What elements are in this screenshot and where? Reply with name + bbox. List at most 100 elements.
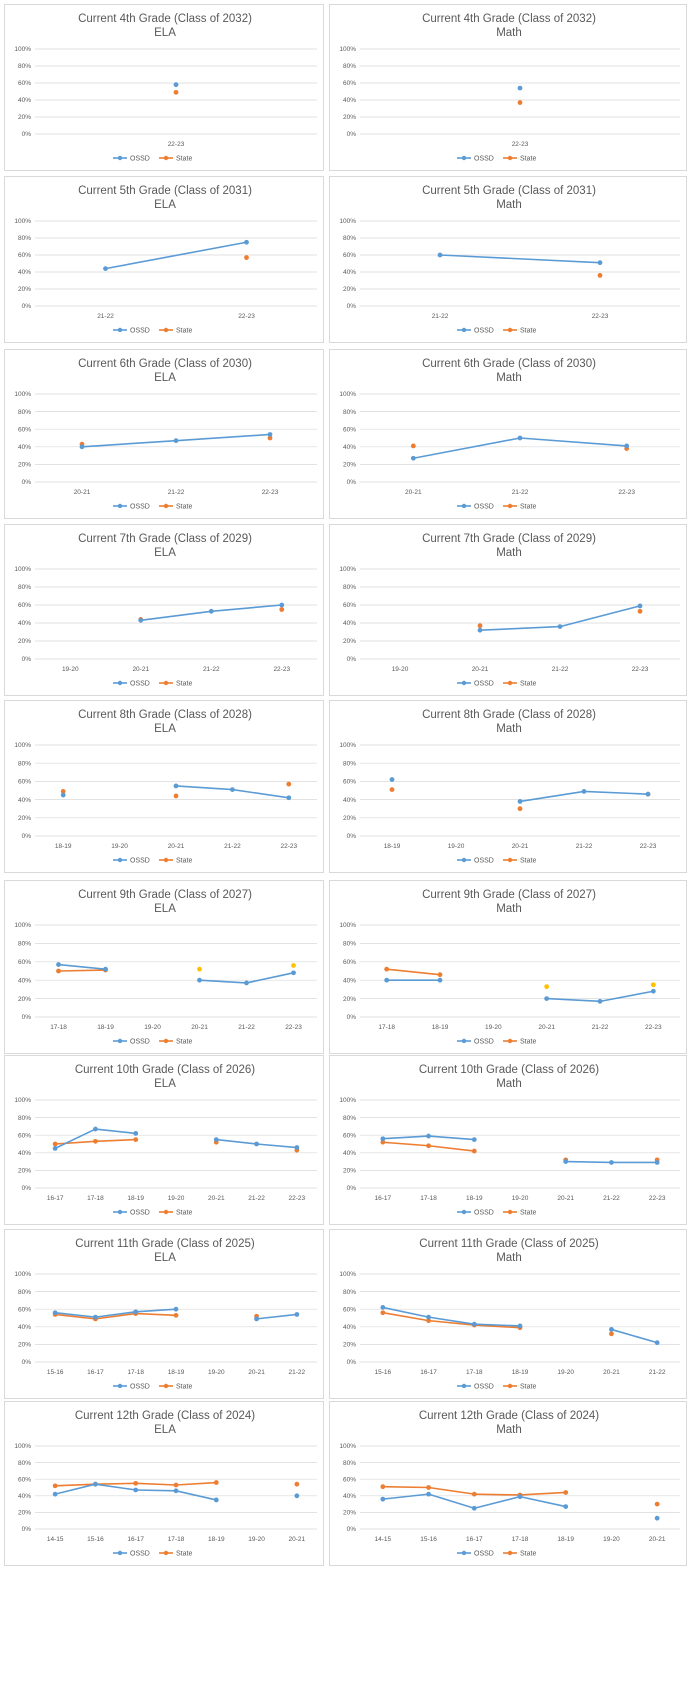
- x-tick-label: 18-19: [432, 1024, 449, 1031]
- chart-subtitle: Math: [496, 27, 522, 39]
- x-tick-label: 20-21: [132, 666, 149, 673]
- ossd-line-segment: [519, 437, 627, 447]
- ossd-point: [380, 1136, 386, 1142]
- ossd-point: [254, 1141, 259, 1147]
- chart-title: Current 9th Grade (Class of 2027): [78, 889, 252, 901]
- legend-ossd-marker: [117, 1550, 123, 1556]
- legend-ossd-marker: [117, 680, 123, 686]
- chart-title: Current 5th Grade (Class of 2031): [422, 185, 596, 197]
- ossd-point: [624, 443, 630, 449]
- state-line-segment: [95, 1482, 136, 1485]
- y-tick-label: 0%: [347, 303, 357, 310]
- chart-panel-4: Current 5th Grade (Class of 2031) Math 0% 2…: [329, 176, 687, 343]
- ossd-line-segment: [135, 1308, 177, 1313]
- chart-subtitle: ELA: [154, 1078, 176, 1090]
- ossd-line-segment: [175, 785, 233, 791]
- x-tick-label: 20-21: [649, 1536, 666, 1543]
- state-point: [294, 1481, 300, 1487]
- legend-state-marker: [507, 680, 513, 686]
- ossd-point: [52, 1310, 58, 1316]
- ossd-line-segment: [519, 1495, 566, 1508]
- y-tick-label: 20%: [343, 815, 356, 822]
- x-tick-label: 22-23: [512, 141, 529, 148]
- y-tick-label: 40%: [343, 97, 356, 104]
- y-tick-label: 40%: [343, 1150, 356, 1157]
- x-tick-label: 20-21: [472, 666, 489, 673]
- state-point: [133, 1480, 139, 1486]
- legend-state-label: State: [520, 155, 536, 162]
- ossd-point: [213, 1137, 219, 1142]
- chart-title: Current 10th Grade (Class of 2026): [75, 1064, 255, 1076]
- legend: OSSD State: [457, 1038, 536, 1045]
- state-point: [384, 966, 390, 972]
- chart-title: Current 10th Grade (Class of 2026): [419, 1064, 599, 1076]
- legend-ossd-marker: [461, 680, 467, 686]
- ossd-line-segment: [599, 990, 654, 1003]
- legend-ossd-label: OSSD: [130, 1209, 150, 1216]
- y-tick-label: 80%: [343, 409, 356, 416]
- ossd-line-segment: [519, 790, 585, 803]
- x-tick-label: 22-23: [592, 313, 609, 320]
- y-tick-label: 80%: [18, 1460, 31, 1467]
- ossd-line-segment: [54, 1128, 96, 1150]
- state-point: [517, 806, 523, 812]
- y-tick-label: 80%: [343, 63, 356, 70]
- legend-state-label: State: [176, 327, 192, 334]
- ossd-point: [93, 1314, 98, 1320]
- chart-svg: Current 5th Grade (Class of 2031) Math 0% 2…: [339, 185, 680, 334]
- x-tick-label: 19-20: [248, 1536, 265, 1543]
- legend-state-marker: [507, 503, 513, 509]
- chart-svg: Current 4th Grade (Class of 2032) Math 0% 2…: [339, 13, 680, 162]
- x-tick-label: 18-19: [512, 1369, 529, 1376]
- legend-state-marker: [163, 1038, 169, 1044]
- chart-subtitle: ELA: [154, 1424, 176, 1436]
- ossd-point: [517, 799, 523, 804]
- legend: OSSD State: [457, 327, 536, 334]
- y-tick-label: 20%: [18, 1168, 31, 1175]
- state-line-segment: [55, 1483, 96, 1487]
- ossd-line-segment: [95, 1483, 136, 1491]
- ossd-line-segment: [611, 1328, 658, 1344]
- chart-title: Current 12th Grade (Class of 2024): [419, 1410, 599, 1422]
- x-tick-label: 16-17: [127, 1536, 144, 1543]
- legend-ossd-marker: [117, 1383, 123, 1389]
- y-tick-label: 80%: [343, 235, 356, 242]
- ossd-line-segment: [474, 1323, 521, 1327]
- state-point: [517, 100, 523, 105]
- ossd-line-segment: [140, 610, 212, 622]
- legend-state-label: State: [176, 1550, 192, 1557]
- ossd-line-segment: [382, 1306, 429, 1318]
- x-tick-label: 22-23: [280, 843, 297, 850]
- y-tick-label: 20%: [343, 638, 356, 645]
- x-tick-label: 15-16: [47, 1369, 64, 1376]
- state-point: [389, 787, 395, 792]
- x-tick-label: 19-20: [448, 843, 465, 850]
- y-tick-label: 0%: [22, 1014, 32, 1021]
- y-tick-label: 100%: [339, 46, 356, 53]
- x-tick-label: 19-20: [557, 1369, 574, 1376]
- chart-panel-8: Current 7th Grade (Class of 2029) Math 0% 2…: [329, 524, 687, 696]
- legend-state-label: State: [176, 857, 192, 864]
- ossd-line-segment: [135, 1489, 177, 1492]
- legend-ossd-label: OSSD: [130, 680, 150, 687]
- state-point: [410, 443, 416, 449]
- y-tick-label: 80%: [18, 1115, 31, 1122]
- x-tick-label: 21-22: [203, 666, 220, 673]
- chart-title: Current 8th Grade (Class of 2028): [78, 709, 252, 721]
- ossd-line-segment: [428, 1493, 475, 1510]
- legend: OSSD State: [113, 1038, 192, 1045]
- y-tick-label: 0%: [22, 1185, 32, 1192]
- state-point: [173, 1312, 179, 1318]
- ossd-line-segment: [583, 790, 649, 795]
- state-line-segment: [135, 1482, 177, 1486]
- ossd-point: [197, 977, 202, 983]
- ossd-point: [609, 1160, 614, 1165]
- x-tick-label: 17-18: [168, 1536, 185, 1543]
- chart-svg: Current 4th Grade (Class of 2032) ELA 0% 20…: [14, 13, 317, 162]
- x-tick-label: 17-18: [466, 1369, 483, 1376]
- ossd-point: [654, 1160, 660, 1165]
- ossd-point: [267, 432, 273, 437]
- legend-state-marker: [163, 1383, 169, 1389]
- y-tick-label: 0%: [347, 1526, 357, 1533]
- legend: OSSD State: [113, 1550, 192, 1557]
